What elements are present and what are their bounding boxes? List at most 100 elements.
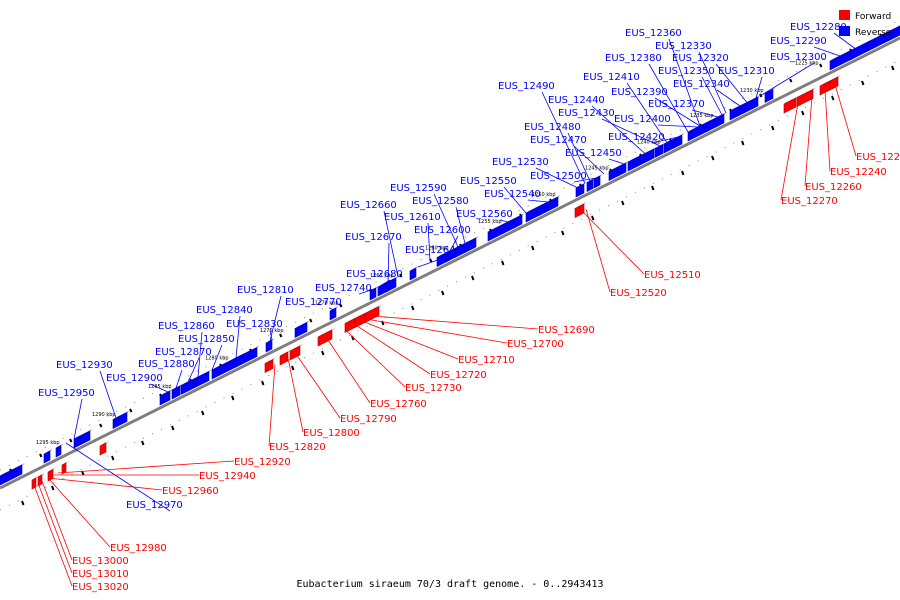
track-tick-mark — [291, 365, 295, 371]
forward-gene-label: EUS_12720 — [430, 370, 487, 381]
axis-tick-label: 1270 kbp — [315, 301, 339, 307]
reverse-gene-block-top — [464, 236, 479, 244]
reverse-gene-block — [55, 445, 62, 458]
reverse-gene-leader — [387, 242, 390, 283]
reverse-gene-label: EUS_12770 — [285, 297, 342, 308]
forward-gene-leader — [47, 477, 163, 491]
reverse-gene-label: EUS_12280 — [790, 22, 847, 33]
forward-gene-label: EUS_12800 — [303, 428, 360, 439]
track-tick-mark — [831, 95, 835, 101]
axis-tick-label: 1230 kbp — [740, 88, 764, 94]
reverse-gene-label: EUS_12420 — [608, 132, 665, 143]
reverse-gene-leader — [691, 109, 719, 118]
forward-gene-label: EUS_12520 — [610, 288, 667, 299]
reverse-gene-leader — [651, 136, 679, 144]
forward-gene-block — [783, 97, 797, 114]
reverse-gene-block-top — [160, 389, 173, 396]
forward-gene-block — [796, 89, 814, 107]
reverse-gene-leader — [755, 76, 763, 99]
forward-gene-label: EUS_12820 — [269, 442, 326, 453]
reverse-gene-label: EUS_12430 — [558, 108, 615, 119]
genome-backbone — [0, 36, 900, 490]
reverse-gene-label: EUS_12950 — [38, 388, 95, 399]
axis-tick-label: 1265 kbp — [370, 273, 394, 279]
track-tick-mark — [51, 485, 55, 491]
reverse-gene-label: EUS_12860 — [158, 321, 215, 332]
reverse-gene-block — [5, 469, 13, 483]
reverse-gene-leader — [626, 82, 668, 143]
reverse-gene-block-top — [576, 182, 587, 188]
reverse-gene-label: EUS_12380 — [605, 53, 662, 64]
track-tick-mark — [651, 185, 655, 191]
reverse-gene-block-top — [609, 164, 622, 172]
reverse-gene-leader — [499, 219, 509, 223]
track-tick-mark — [741, 140, 745, 146]
track-tick-mark — [321, 350, 325, 356]
forward-gene-label: EUS_12980 — [110, 543, 167, 554]
forward-gene-leader — [295, 353, 341, 419]
forward-gene-block — [99, 442, 107, 456]
forward-gene-label: EUS_12760 — [370, 399, 427, 410]
reverse-gene-leader — [715, 63, 748, 103]
forward-gene-block-top — [32, 476, 39, 480]
track-tick-mark — [39, 453, 43, 458]
track-tick-mark — [861, 80, 865, 86]
reverse-gene-block-top — [212, 353, 245, 370]
lower-guide-line — [0, 59, 900, 511]
reverse-gene-block-top — [730, 105, 741, 111]
reverse-gene-block — [194, 371, 210, 388]
reverse-gene-leader — [427, 222, 431, 262]
reverse-gene-block-top — [74, 429, 93, 439]
reverse-gene-leader — [541, 91, 586, 184]
track-tick-mark — [501, 260, 505, 266]
reverse-gene-block-top — [765, 87, 776, 94]
reverse-gene-block — [0, 472, 7, 486]
forward-gene-leader — [326, 338, 371, 404]
reverse-gene-leader — [591, 105, 646, 154]
forward-gene-label: EUS_12920 — [234, 457, 291, 468]
reverse-gene-label: EUS_12410 — [583, 72, 640, 83]
forward-gene-label: EUS_13010 — [72, 569, 129, 580]
reverse-gene-leader — [573, 177, 597, 183]
reverse-gene-label: EUS_12370 — [648, 99, 705, 110]
forward-legend-swatch — [839, 10, 850, 20]
forward-gene-leader — [581, 210, 645, 275]
reverse-gene-leader — [328, 307, 334, 310]
reverse-gene-block-top — [195, 369, 212, 379]
reverse-gene-leader — [383, 210, 399, 278]
track-tick-mark — [171, 425, 175, 431]
reverse-gene-leader — [813, 46, 841, 57]
reverse-gene-block-top — [738, 102, 747, 107]
reverse-gene-label: EUS_12670 — [345, 232, 402, 243]
reverse-gene-leader — [759, 62, 815, 97]
axis-tick-label: 1260 kbp — [425, 246, 449, 252]
reverse-gene-label: EUS_12810 — [237, 285, 294, 296]
forward-gene-leader — [834, 84, 857, 157]
reverse-gene-block-top — [594, 174, 603, 179]
track-tick-mark — [399, 273, 403, 278]
forward-gene-block-top — [62, 461, 69, 465]
reverse-gene-leader — [73, 398, 83, 440]
reverse-gene-leader — [187, 357, 200, 383]
forward-gene-block-top — [784, 96, 799, 104]
forward-gene-label: EUS_12710 — [458, 355, 515, 366]
reverse-gene-label: EUS_12490 — [498, 81, 555, 92]
reverse-gene-label: EUS_12290 — [770, 36, 827, 47]
reverse-gene-label: EUS_12880 — [138, 359, 195, 370]
reverse-gene-label: EUS_12840 — [196, 305, 253, 316]
reverse-gene-label: EUS_12680 — [346, 269, 403, 280]
reverse-gene-block-top — [6, 468, 15, 473]
reverse-gene-label: EUS_12340 — [673, 79, 730, 90]
forward-gene-block-top — [575, 203, 584, 209]
forward-gene-block-top — [820, 79, 833, 86]
reverse-gene-block-top — [514, 213, 525, 219]
reverse-legend-label: Reverse — [855, 28, 892, 38]
reverse-gene-block-top — [488, 216, 519, 232]
reverse-gene-label: EUS_12320 — [672, 53, 729, 64]
track-tick-mark — [621, 200, 625, 206]
reverse-gene-label: EUS_12640 — [405, 245, 462, 256]
reverse-gene-block — [112, 412, 128, 429]
reverse-gene-leader — [573, 145, 605, 175]
reverse-gene-label: EUS_12550 — [460, 176, 517, 187]
